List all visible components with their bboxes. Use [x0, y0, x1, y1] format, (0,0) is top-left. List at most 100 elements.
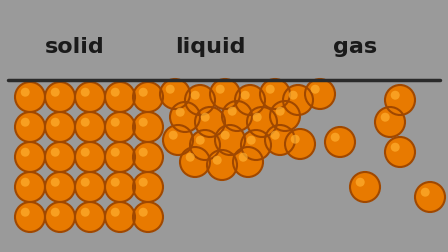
Circle shape: [139, 88, 148, 97]
Circle shape: [285, 129, 315, 159]
Circle shape: [139, 178, 148, 187]
Circle shape: [166, 85, 175, 94]
Circle shape: [169, 131, 178, 140]
Circle shape: [247, 107, 277, 137]
Circle shape: [45, 142, 75, 172]
Circle shape: [222, 101, 252, 131]
Circle shape: [105, 172, 135, 202]
Circle shape: [21, 148, 30, 157]
Circle shape: [105, 82, 135, 112]
Circle shape: [45, 202, 75, 232]
Circle shape: [176, 108, 185, 117]
Circle shape: [207, 150, 237, 180]
Circle shape: [170, 102, 200, 132]
Circle shape: [133, 112, 163, 142]
Circle shape: [45, 172, 75, 202]
Circle shape: [51, 178, 60, 187]
Circle shape: [391, 143, 400, 152]
Circle shape: [271, 131, 280, 140]
Circle shape: [105, 112, 135, 142]
Circle shape: [241, 91, 250, 100]
Circle shape: [21, 88, 30, 97]
Circle shape: [180, 147, 210, 177]
Circle shape: [356, 178, 365, 187]
Circle shape: [190, 130, 220, 160]
Circle shape: [325, 127, 355, 157]
Circle shape: [21, 208, 30, 217]
Circle shape: [265, 125, 295, 155]
Circle shape: [163, 125, 193, 155]
Circle shape: [81, 148, 90, 157]
Circle shape: [266, 85, 275, 94]
Circle shape: [221, 131, 230, 140]
Circle shape: [215, 85, 225, 94]
Circle shape: [15, 142, 45, 172]
Circle shape: [415, 182, 445, 212]
Circle shape: [15, 112, 45, 142]
Circle shape: [270, 101, 300, 131]
Circle shape: [375, 107, 405, 137]
Circle shape: [45, 112, 75, 142]
Circle shape: [228, 107, 237, 116]
Circle shape: [210, 79, 240, 109]
Circle shape: [133, 82, 163, 112]
Circle shape: [105, 142, 135, 172]
Circle shape: [305, 79, 335, 109]
Circle shape: [111, 148, 120, 157]
Circle shape: [276, 107, 284, 116]
Circle shape: [215, 125, 245, 155]
Circle shape: [381, 113, 390, 122]
Circle shape: [241, 130, 271, 160]
Circle shape: [196, 136, 205, 145]
Circle shape: [139, 118, 148, 127]
Circle shape: [81, 178, 90, 187]
Circle shape: [45, 82, 75, 112]
Circle shape: [201, 113, 210, 122]
Circle shape: [75, 112, 105, 142]
Circle shape: [15, 82, 45, 112]
Circle shape: [385, 137, 415, 167]
Circle shape: [139, 208, 148, 217]
Circle shape: [133, 142, 163, 172]
Circle shape: [253, 113, 262, 122]
Circle shape: [81, 118, 90, 127]
Circle shape: [111, 118, 120, 127]
Circle shape: [283, 85, 313, 115]
Circle shape: [233, 147, 263, 177]
Circle shape: [191, 91, 200, 100]
Circle shape: [311, 85, 320, 94]
Circle shape: [247, 136, 256, 145]
Circle shape: [75, 202, 105, 232]
Circle shape: [111, 88, 120, 97]
Circle shape: [185, 85, 215, 115]
Circle shape: [21, 118, 30, 127]
Circle shape: [15, 202, 45, 232]
Circle shape: [421, 188, 430, 197]
Circle shape: [15, 172, 45, 202]
Circle shape: [75, 82, 105, 112]
Circle shape: [195, 107, 225, 137]
Circle shape: [239, 153, 248, 162]
Circle shape: [75, 142, 105, 172]
Circle shape: [51, 208, 60, 217]
Circle shape: [385, 85, 415, 115]
Circle shape: [391, 91, 400, 100]
Circle shape: [111, 208, 120, 217]
Circle shape: [160, 79, 190, 109]
Circle shape: [21, 178, 30, 187]
Circle shape: [133, 172, 163, 202]
Circle shape: [213, 156, 222, 165]
Circle shape: [139, 148, 148, 157]
Circle shape: [133, 202, 163, 232]
Circle shape: [331, 133, 340, 142]
Text: solid: solid: [45, 37, 105, 57]
Circle shape: [235, 85, 265, 115]
Circle shape: [105, 202, 135, 232]
Text: liquid: liquid: [175, 37, 245, 57]
Circle shape: [111, 178, 120, 187]
Circle shape: [51, 118, 60, 127]
Circle shape: [289, 91, 298, 100]
Circle shape: [75, 172, 105, 202]
Circle shape: [291, 135, 300, 144]
Circle shape: [81, 88, 90, 97]
